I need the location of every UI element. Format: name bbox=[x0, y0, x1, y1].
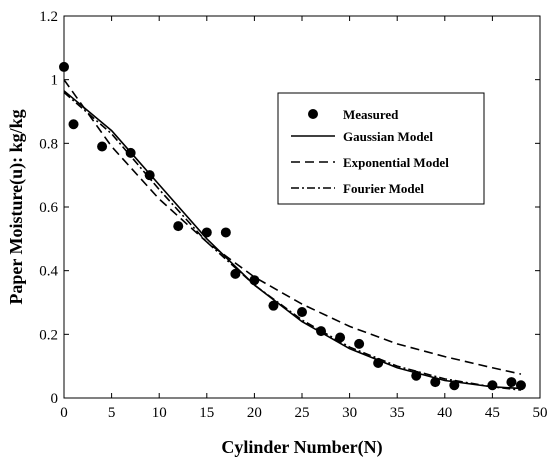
x-tick-label: 45 bbox=[485, 405, 500, 421]
x-tick-label: 40 bbox=[437, 405, 452, 421]
plot-area bbox=[63, 15, 541, 399]
y-tick-label: 1.2 bbox=[39, 9, 58, 25]
x-tick-label: 10 bbox=[152, 405, 167, 421]
y-tick-label: 0.6 bbox=[39, 200, 58, 216]
legend-label: Measured bbox=[343, 107, 399, 122]
x-tick-label: 35 bbox=[390, 405, 405, 421]
x-tick-label: 15 bbox=[199, 405, 214, 421]
legend-marker bbox=[308, 109, 318, 119]
data-point bbox=[487, 380, 498, 391]
data-point bbox=[506, 377, 517, 388]
y-axis-title: Paper Moisture(u): kg/kg bbox=[6, 109, 27, 304]
y-tick-label: 0 bbox=[51, 391, 59, 407]
y-tick-label: 0.2 bbox=[39, 327, 58, 343]
x-tick-label: 30 bbox=[342, 405, 357, 421]
x-tick-label: 50 bbox=[533, 405, 548, 421]
y-tick-label: 0.8 bbox=[39, 136, 58, 152]
x-tick-label: 25 bbox=[295, 405, 310, 421]
data-point bbox=[373, 357, 384, 368]
y-tick-label: 0.4 bbox=[39, 264, 58, 280]
legend-label: Gaussian Model bbox=[343, 129, 433, 144]
data-point bbox=[449, 380, 460, 391]
x-tick-label: 0 bbox=[60, 405, 68, 421]
data-point bbox=[220, 227, 231, 238]
data-point bbox=[173, 221, 184, 232]
x-axis-title: Cylinder Number(N) bbox=[221, 437, 382, 458]
series-line-3 bbox=[63, 91, 522, 391]
x-tick-label: 20 bbox=[247, 405, 262, 421]
x-axis-ticks: 0 5 10 15 20 25 30 35 40 45 50 bbox=[60, 16, 548, 421]
measured-points bbox=[59, 61, 526, 391]
data-point bbox=[430, 377, 441, 388]
data-point bbox=[230, 268, 241, 279]
y-axis-ticks: 0 0.2 0.4 0.6 0.8 1 1.2 bbox=[39, 9, 540, 407]
y-tick-label: 1 bbox=[51, 73, 59, 89]
data-point bbox=[316, 326, 327, 337]
data-point bbox=[411, 370, 422, 381]
legend-items: Measured Gaussian Model Exponential Model F… bbox=[291, 107, 449, 196]
legend-label: Exponential Model bbox=[343, 155, 449, 170]
data-point bbox=[59, 61, 69, 72]
series-line-1 bbox=[63, 90, 522, 390]
legend-label: Fourier Model bbox=[343, 181, 424, 196]
series-line-2 bbox=[63, 79, 522, 375]
legend: Measured Gaussian Model Exponential Model F… bbox=[277, 92, 485, 205]
data-point bbox=[97, 141, 108, 152]
data-point bbox=[297, 307, 307, 318]
data-point bbox=[249, 275, 260, 286]
data-point bbox=[515, 380, 526, 391]
x-tick-label: 5 bbox=[108, 405, 116, 421]
data-point bbox=[268, 300, 279, 311]
data-point bbox=[144, 170, 155, 181]
data-point bbox=[335, 332, 346, 343]
data-point bbox=[125, 147, 136, 158]
data-point bbox=[201, 227, 212, 238]
data-point bbox=[68, 119, 79, 130]
model-lines bbox=[63, 79, 522, 391]
data-point bbox=[354, 338, 365, 349]
